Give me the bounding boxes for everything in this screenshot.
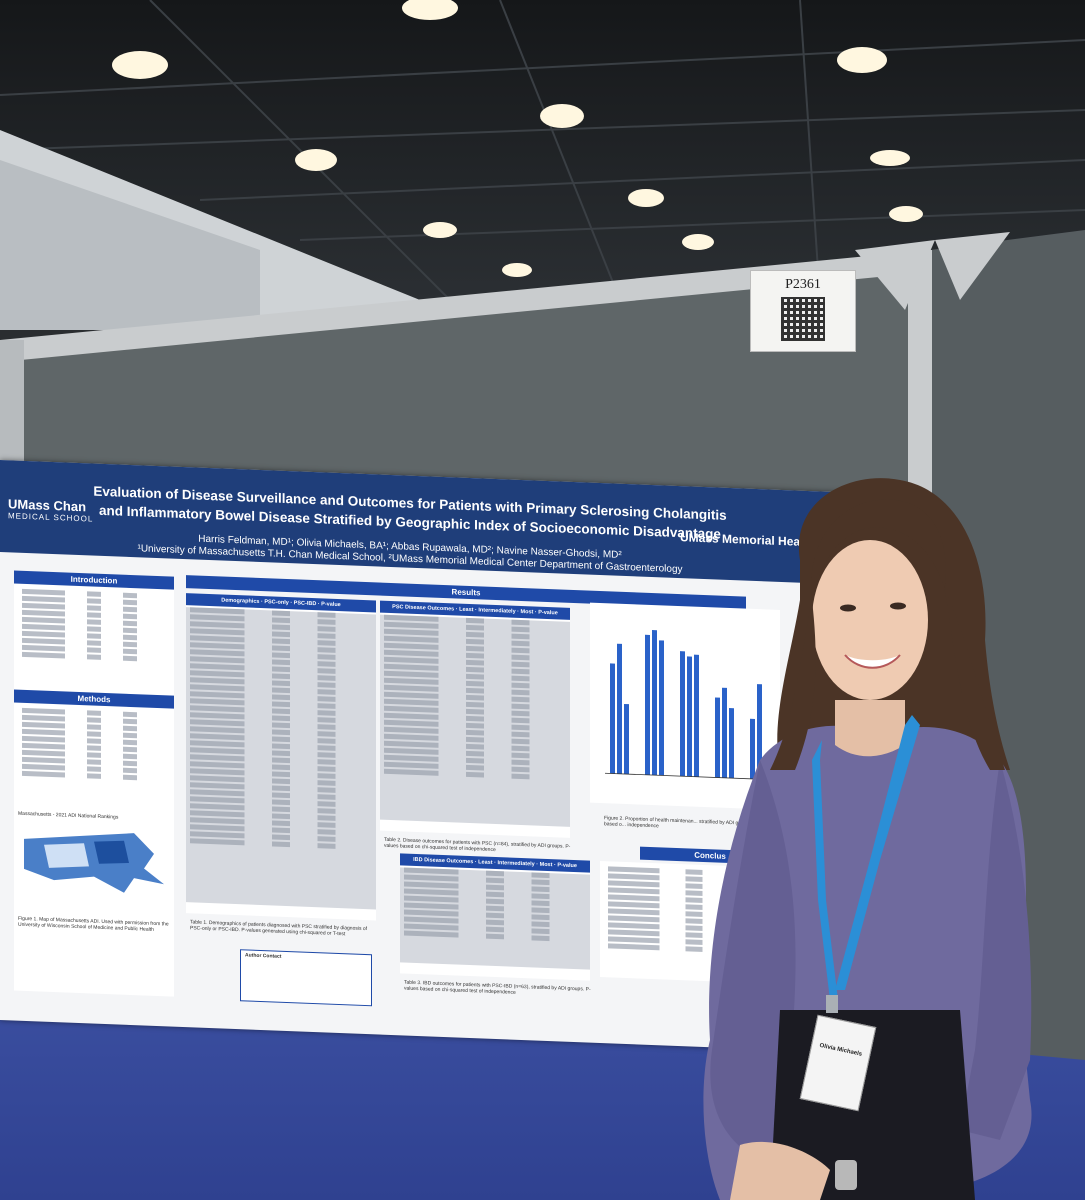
face <box>812 540 928 700</box>
poster-body: UMass Chan MEDICAL SCHOOL Evaluation of … <box>0 460 850 1053</box>
badge-name: Olivia Michaels <box>818 1042 863 1058</box>
poster-number-sign: P2361 <box>750 270 856 352</box>
poster-number: P2361 <box>785 277 821 292</box>
left-column: Introduction Methods Massachusetts - 202… <box>14 570 174 997</box>
lanyard-icon <box>812 740 838 1000</box>
neck <box>835 700 905 757</box>
ceiling-lights <box>112 0 923 277</box>
figure2-bar-chart <box>590 602 780 810</box>
watch-icon <box>835 1160 857 1190</box>
right-eye <box>890 602 906 610</box>
research-poster: UMass Chan MEDICAL SCHOOL Evaluation of … <box>0 460 850 1053</box>
left-eye <box>840 604 856 612</box>
qr-code-icon <box>781 297 825 341</box>
massachusetts-map <box>24 833 164 893</box>
